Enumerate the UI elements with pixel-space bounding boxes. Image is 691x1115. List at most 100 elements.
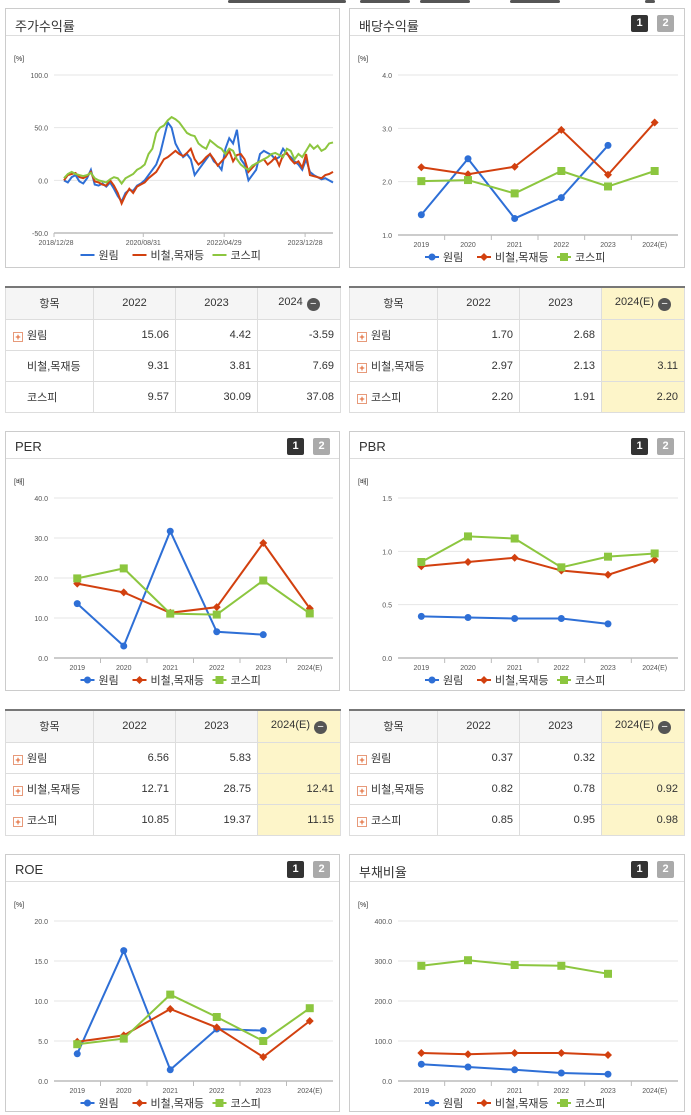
view-1-button[interactable]: 1 — [631, 861, 648, 878]
series-line — [421, 169, 655, 195]
value-cell: 2.97 — [437, 350, 520, 382]
view-2-button[interactable]: 2 — [313, 438, 330, 455]
data-point-square — [604, 182, 612, 191]
expand-row-icon[interactable]: + — [13, 331, 23, 342]
value-cell: 0.32 — [519, 742, 602, 774]
x-tick-label: 2023 — [255, 1088, 271, 1095]
data-point-diamond — [119, 588, 128, 597]
data-point-square — [560, 1099, 568, 1107]
y-unit-label: [배] — [14, 477, 24, 486]
y-tick-label: 10.0 — [34, 999, 48, 1006]
data-point-square — [417, 558, 426, 566]
expand-row-icon[interactable]: + — [357, 816, 367, 827]
series-line — [421, 121, 656, 177]
expand-row-icon[interactable]: + — [357, 331, 367, 342]
expand-row-icon[interactable]: + — [357, 362, 367, 373]
y-tick-label: 1.5 — [382, 496, 392, 503]
legend-label: 비철,목재등 — [151, 674, 205, 687]
data-point-circle — [84, 1099, 91, 1107]
x-tick-label: 2023 — [600, 242, 616, 249]
column-header-label: 2024 — [278, 295, 303, 308]
view-2-button[interactable]: 2 — [657, 438, 674, 455]
row-label-cell: + 코스피 — [349, 381, 438, 413]
data-point-diamond — [557, 1049, 566, 1057]
data-point-square — [464, 532, 472, 541]
view-2-button[interactable]: 2 — [657, 15, 674, 32]
y-tick-label: -50.0 — [32, 231, 48, 238]
y-tick-label: 400.0 — [374, 919, 392, 926]
value-cell: -3.59 — [257, 319, 341, 351]
column-header: 2022 — [93, 287, 176, 320]
data-point-circle — [428, 253, 436, 261]
table-header-row: 항목 2022 2023 2024(E) − — [5, 710, 341, 743]
expand-row-icon[interactable]: + — [357, 754, 367, 765]
row-label-cell: + 비철,목재등 — [349, 773, 438, 805]
y-tick-label: 15.0 — [34, 959, 48, 966]
expand-row-icon[interactable]: + — [357, 393, 367, 404]
expand-row-icon[interactable]: + — [13, 754, 23, 765]
collapse-column-icon[interactable]: − — [658, 297, 672, 311]
legend-label: 비철,목재등 — [495, 1097, 549, 1110]
expand-row-icon[interactable]: + — [357, 785, 367, 796]
view-2-button[interactable]: 2 — [657, 861, 674, 878]
data-point-square — [464, 176, 472, 185]
data-point-circle — [428, 676, 436, 684]
data-point-square — [212, 1013, 221, 1021]
x-tick-label: 2020 — [460, 665, 476, 672]
panel-header: PBR 1 2 — [350, 432, 684, 459]
table-row: 비철,목재등 9.31 3.81 7.69 — [5, 350, 341, 382]
data-point-square — [259, 576, 268, 585]
table-row: + 비철,목재등 12.71 28.75 12.41 — [5, 773, 341, 805]
data-point-diamond — [604, 570, 612, 579]
y-unit-label: [%] — [14, 902, 24, 909]
value-cell: 2.20 — [601, 381, 685, 413]
view-2-button[interactable]: 2 — [313, 861, 330, 878]
table-row: + 비철,목재등 0.82 0.78 0.92 — [349, 773, 685, 805]
row-label: 비철,목재등 — [27, 360, 81, 373]
data-point-circle — [213, 628, 221, 636]
column-header: 항목 — [349, 710, 438, 743]
pbr-panel: PBR 1 2 [배] 1.5 1.0 0.5 0.0 2019 2020 2021 2022 2… — [349, 431, 685, 691]
data-point-square — [464, 956, 472, 965]
data-point-square — [305, 1004, 314, 1013]
series-line — [63, 146, 334, 207]
series-line — [421, 556, 655, 576]
y-tick-label: 20.0 — [34, 919, 48, 926]
data-point-circle — [464, 613, 472, 621]
data-point-diamond — [510, 162, 519, 171]
panel-header: 부채비율 1 2 — [350, 855, 684, 882]
row-label: 코스피 — [371, 391, 402, 404]
panel-title: 부채비율 — [359, 865, 407, 880]
table-row: + 원림 1.70 2.68 — [349, 319, 685, 351]
table-row: + 코스피 2.20 1.91 2.20 — [349, 381, 685, 413]
view-1-button[interactable]: 1 — [287, 438, 304, 455]
view-1-button[interactable]: 1 — [631, 438, 648, 455]
value-cell: 0.85 — [437, 804, 520, 836]
expand-row-icon[interactable]: + — [13, 785, 23, 796]
column-header: 2023 — [175, 710, 258, 743]
per-panel: PER 1 2 [배] 40.0 30.0 20.0 10.0 0.0 2019 2020 20… — [5, 431, 340, 691]
row-label: 비철,목재등 — [371, 360, 425, 373]
collapse-column-icon[interactable]: − — [658, 720, 672, 734]
value-cell: 28.75 — [175, 773, 258, 805]
value-cell: 3.81 — [175, 350, 258, 382]
view-1-button[interactable]: 1 — [287, 861, 304, 878]
data-point-diamond — [259, 539, 268, 547]
data-point-circle — [417, 612, 425, 620]
expand-row-icon[interactable]: + — [13, 816, 23, 827]
collapse-column-icon[interactable]: − — [306, 297, 320, 311]
collapse-column-icon[interactable]: − — [314, 720, 328, 734]
value-cell: 2.13 — [519, 350, 602, 382]
x-tick-label: 2022/04/29 — [207, 240, 242, 247]
y-tick-label: 0.0 — [38, 656, 48, 663]
data-point-square — [510, 189, 519, 198]
view-1-button[interactable]: 1 — [631, 15, 648, 32]
legend-label: 비철,목재등 — [151, 249, 205, 262]
series-line — [77, 567, 311, 616]
value-cell: 19.37 — [175, 804, 258, 836]
data-point-diamond — [510, 553, 519, 562]
dividend-yield-chart: [%] 4.0 3.0 2.0 1.0 2019 2020 2021 2022 2023 2024(… — [358, 56, 678, 264]
column-header: 2024− — [257, 287, 341, 320]
x-tick-label: 2019 — [69, 665, 85, 672]
data-point-square — [166, 609, 175, 618]
